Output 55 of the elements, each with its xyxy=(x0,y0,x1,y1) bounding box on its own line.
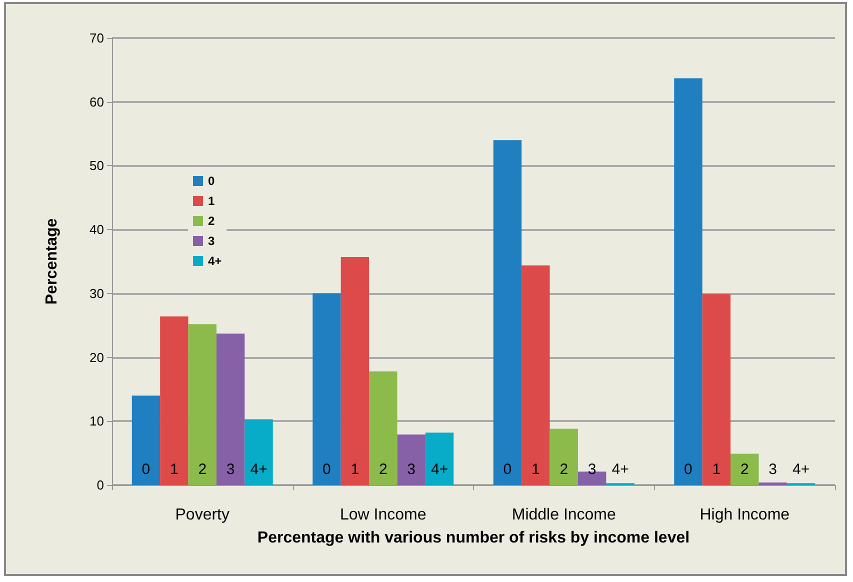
bar xyxy=(132,396,160,485)
bar xyxy=(312,293,341,485)
text: 1 xyxy=(712,461,721,478)
legend-label: 2 xyxy=(208,214,215,228)
legend-label: 4+ xyxy=(208,254,222,268)
y-axis-title: Percentage xyxy=(44,218,60,305)
text: 4+ xyxy=(612,461,629,478)
text: 1 xyxy=(532,461,540,478)
bar xyxy=(425,432,454,485)
y-tick-label: 50 xyxy=(90,158,104,174)
text: 3 xyxy=(226,461,235,478)
text: 4+ xyxy=(792,461,810,478)
text: 1 xyxy=(350,461,360,478)
y-tick-label: 20 xyxy=(90,350,104,365)
text: 2 xyxy=(740,461,749,478)
legend-label: 0 xyxy=(208,174,215,188)
text: 2 xyxy=(198,461,207,478)
bar xyxy=(550,428,578,485)
bar xyxy=(493,140,522,485)
y-tick-label: 70 xyxy=(90,30,104,46)
text: 2 xyxy=(560,461,568,478)
text: 4+ xyxy=(430,461,448,478)
bar xyxy=(244,419,273,485)
bar xyxy=(188,324,216,485)
text: 3 xyxy=(768,461,777,478)
bar xyxy=(674,78,702,485)
bar xyxy=(369,371,398,485)
y-tick-label: 0 xyxy=(96,478,104,492)
y-tick-label: 30 xyxy=(90,286,104,301)
bar xyxy=(160,316,188,485)
text: 0 xyxy=(322,461,331,478)
x-axis-title: Percentage with various number of risks by income level xyxy=(257,530,690,546)
x-tick-label: Poverty xyxy=(175,506,230,524)
bar xyxy=(702,294,731,485)
y-tick-label: 60 xyxy=(90,94,104,110)
text: 4+ xyxy=(250,461,268,478)
text: 0 xyxy=(684,461,692,478)
y-tick-label: 10 xyxy=(90,414,104,429)
x-tick-label: Middle Income xyxy=(512,506,616,524)
text: 1 xyxy=(170,461,178,478)
bar xyxy=(758,482,787,485)
text: 2 xyxy=(378,461,388,478)
text: 0 xyxy=(142,461,150,478)
bar xyxy=(216,334,245,485)
bar xyxy=(340,257,370,485)
x-tick-label: Low Income xyxy=(340,506,426,524)
legend-label: 3 xyxy=(208,234,215,248)
x-tick-label: High Income xyxy=(700,506,790,524)
bar xyxy=(522,265,550,485)
legend-label: 1 xyxy=(208,194,215,208)
bar xyxy=(730,454,759,485)
text: 3 xyxy=(407,461,416,478)
y-tick-label: 40 xyxy=(90,222,104,238)
bar xyxy=(397,434,426,485)
text: 0 xyxy=(503,461,512,478)
